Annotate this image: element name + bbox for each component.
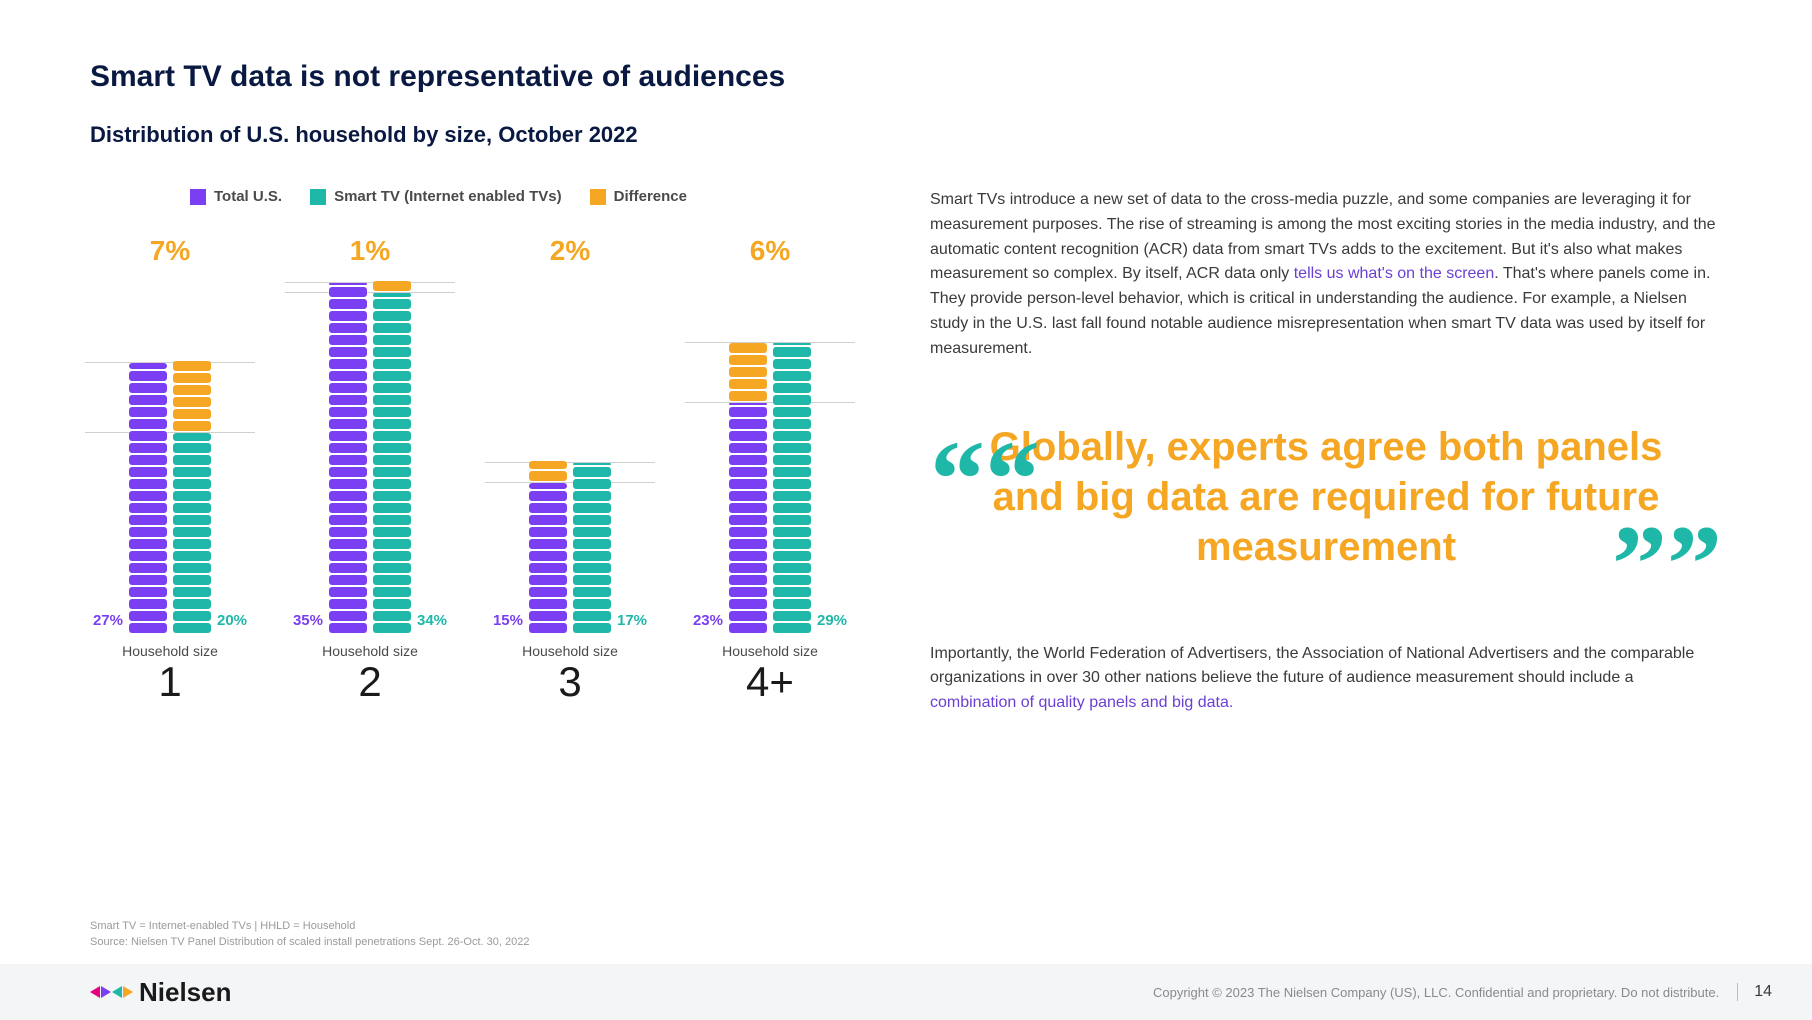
diff-label: 2% [550, 235, 590, 269]
bar: 17% [573, 463, 611, 633]
footnotes: Smart TV = Internet-enabled TVs | HHLD =… [90, 919, 529, 950]
content-row: Total U.S. Smart TV (Internet enabled TV… [90, 188, 1722, 716]
pct-smart: 29% [817, 612, 847, 629]
legend-label-smart: Smart TV (Internet enabled TVs) [334, 188, 562, 205]
p2-before: Importantly, the World Federation of Adv… [930, 645, 1694, 687]
chart-group: 1%35%34%Household size2 [290, 235, 450, 703]
household-label: Household size [322, 643, 418, 659]
nielsen-logo-text: Nielsen [139, 977, 232, 1008]
p2-link[interactable]: combination of quality panels and big da… [930, 694, 1233, 711]
bar: 15% [529, 461, 567, 633]
copyright-text: Copyright © 2023 The Nielsen Company (US… [1153, 985, 1719, 1000]
bar: 27% [129, 363, 167, 633]
footnote-line-2: Source: Nielsen TV Panel Distribution of… [90, 935, 529, 950]
legend-swatch-total [190, 189, 206, 205]
legend-item-total: Total U.S. [190, 188, 282, 205]
footer-right: Copyright © 2023 The Nielsen Company (US… [1153, 983, 1772, 1001]
chart-group: 6%23%29%Household size4+ [690, 235, 850, 703]
quote-close-icon: ”” [1612, 537, 1722, 592]
legend-label-diff: Difference [614, 188, 687, 205]
bars-wrap: 15%17% [495, 273, 645, 633]
household-size: 3 [558, 661, 581, 703]
body-paragraph-1: Smart TVs introduce a new set of data to… [930, 188, 1722, 362]
bar: 34% [373, 281, 411, 633]
pct-smart: 17% [617, 612, 647, 629]
chart-row: 7%27%20%Household size11%35%34%Household… [90, 235, 850, 703]
legend-swatch-smart [310, 189, 326, 205]
nielsen-logo-icon [90, 986, 133, 998]
household-label: Household size [722, 643, 818, 659]
diff-label: 7% [150, 235, 190, 269]
bar: 35% [329, 283, 367, 633]
legend-item-diff: Difference [590, 188, 687, 205]
pct-total: 23% [693, 612, 723, 629]
pct-total: 27% [93, 612, 123, 629]
household-label: Household size [122, 643, 218, 659]
bars-wrap: 27%20% [95, 273, 245, 633]
page-title: Smart TV data is not representative of a… [90, 60, 1722, 94]
legend-swatch-diff [590, 189, 606, 205]
p1-link[interactable]: tells us what's on the screen [1294, 265, 1495, 282]
chart-panel: Total U.S. Smart TV (Internet enabled TV… [90, 188, 850, 716]
legend-label-total: Total U.S. [214, 188, 282, 205]
page-subtitle: Distribution of U.S. household by size, … [90, 122, 1722, 148]
text-panel: Smart TVs introduce a new set of data to… [930, 188, 1722, 716]
pull-quote: ““ Globally, experts agree both panels a… [930, 422, 1722, 572]
pct-smart: 20% [217, 612, 247, 629]
bar: 29% [773, 343, 811, 633]
body-paragraph-2: Importantly, the World Federation of Adv… [930, 642, 1722, 716]
bar: 23% [729, 343, 767, 633]
pct-smart: 34% [417, 612, 447, 629]
pct-total: 15% [493, 612, 523, 629]
household-size: 1 [158, 661, 181, 703]
page-number: 14 [1737, 983, 1772, 1001]
nielsen-logo: Nielsen [90, 977, 232, 1008]
slide-page: Smart TV data is not representative of a… [0, 0, 1812, 1020]
chart-legend: Total U.S. Smart TV (Internet enabled TV… [190, 188, 850, 205]
diff-label: 1% [350, 235, 390, 269]
diff-label: 6% [750, 235, 790, 269]
household-size: 4+ [746, 661, 794, 703]
quote-open-icon: ““ [930, 452, 1040, 507]
legend-item-smart: Smart TV (Internet enabled TVs) [310, 188, 562, 205]
bars-wrap: 35%34% [295, 273, 445, 633]
bar: 20% [173, 361, 211, 633]
chart-group: 2%15%17%Household size3 [490, 235, 650, 703]
quote-text: Globally, experts agree both panels and … [930, 422, 1722, 572]
chart-group: 7%27%20%Household size1 [90, 235, 250, 703]
household-label: Household size [522, 643, 618, 659]
footnote-line-1: Smart TV = Internet-enabled TVs | HHLD =… [90, 919, 529, 934]
pct-total: 35% [293, 612, 323, 629]
bars-wrap: 23%29% [695, 273, 845, 633]
page-footer: Nielsen Copyright © 2023 The Nielsen Com… [0, 964, 1812, 1020]
household-size: 2 [358, 661, 381, 703]
